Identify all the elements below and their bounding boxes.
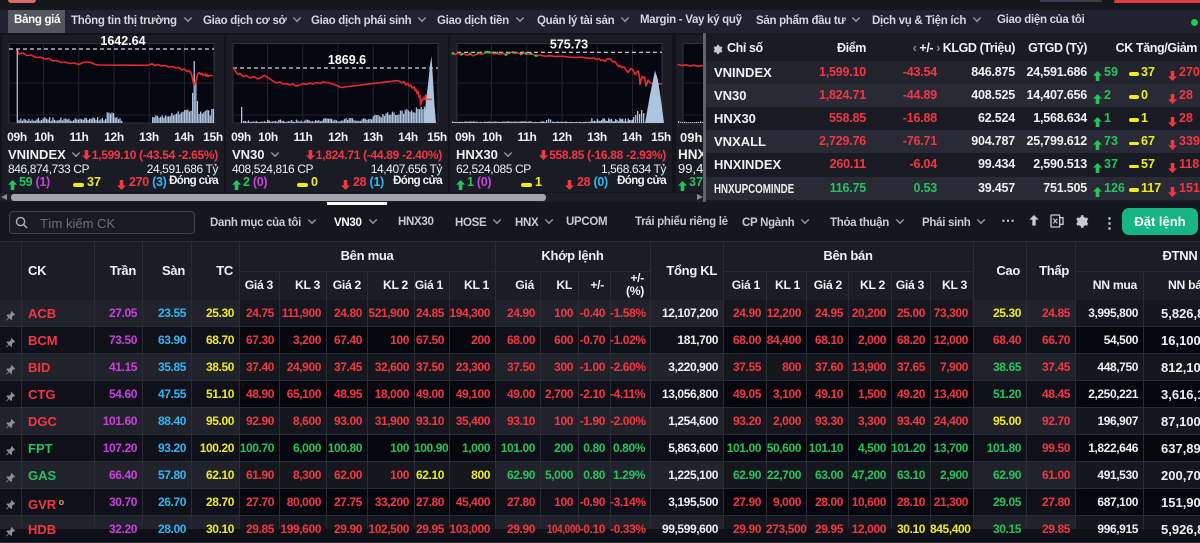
svg-text:1642.64: 1642.64 [100, 35, 145, 48]
svg-text:1869.6: 1869.6 [328, 53, 366, 67]
svg-text:575.73: 575.73 [550, 37, 588, 51]
